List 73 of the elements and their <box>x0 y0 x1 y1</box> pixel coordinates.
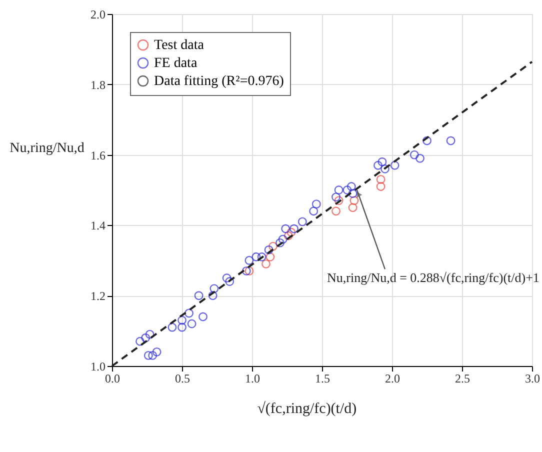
point <box>198 312 208 322</box>
point <box>266 252 275 262</box>
point <box>262 259 270 268</box>
y-tick-label: 1.6 <box>90 148 106 162</box>
point <box>284 231 293 240</box>
y-tick-label: 1.2 <box>90 289 106 304</box>
x-tick-label: 2.0 <box>385 372 400 386</box>
point <box>210 284 219 294</box>
point <box>350 196 359 206</box>
point <box>244 266 254 276</box>
point <box>380 164 390 174</box>
point <box>268 242 278 251</box>
point <box>346 182 356 191</box>
point <box>416 154 424 163</box>
x-tick-label: 2.5 <box>455 372 470 386</box>
point <box>334 186 344 194</box>
point <box>298 217 307 226</box>
point <box>374 160 382 170</box>
point <box>178 316 186 325</box>
point <box>187 319 196 328</box>
point <box>144 350 153 360</box>
point <box>446 136 456 146</box>
point <box>390 160 400 170</box>
point <box>257 252 266 262</box>
point <box>281 224 290 234</box>
legend-label: Data fitting (R²=0.976) <box>154 74 284 89</box>
point <box>141 333 150 342</box>
point <box>278 234 288 244</box>
point <box>276 238 284 248</box>
point <box>244 256 254 265</box>
point <box>286 228 296 237</box>
point <box>222 274 232 282</box>
point <box>290 224 298 234</box>
point <box>348 203 358 212</box>
point <box>242 266 251 276</box>
point <box>168 322 177 332</box>
point <box>348 189 358 198</box>
point <box>264 245 274 254</box>
point <box>342 186 352 194</box>
x-tick-label: 0.5 <box>175 372 190 386</box>
point <box>332 206 340 216</box>
y-tick-label: 1.0 <box>90 360 106 374</box>
x-tick-label: 1.5 <box>315 372 330 386</box>
point <box>422 136 432 146</box>
point <box>208 291 218 300</box>
point <box>145 330 154 339</box>
y-tick-label: 1.8 <box>90 78 106 92</box>
legend-label: Test data <box>154 38 205 53</box>
point <box>376 174 386 184</box>
point <box>309 206 318 216</box>
point <box>136 336 144 346</box>
point <box>376 182 386 191</box>
point <box>194 291 204 300</box>
point <box>334 196 344 206</box>
point <box>148 350 158 360</box>
point <box>410 150 419 160</box>
legend-label: FE data <box>154 56 198 71</box>
y-tick-label: 1.4 <box>90 218 106 233</box>
x-tick-label: 0.0 <box>105 372 120 386</box>
x-tick-label: 1.0 <box>245 372 260 386</box>
point <box>225 277 234 286</box>
point <box>312 200 321 209</box>
x-axis-title: √(fc,ring/fc)(t/d) <box>257 401 357 417</box>
point <box>332 192 340 202</box>
y-axis-title: Nu,ring/Nu,d <box>10 140 84 156</box>
x-tick-label: 3.0 <box>525 372 540 386</box>
point <box>252 252 261 262</box>
point <box>378 157 387 166</box>
annotation: Nu,ring/Nu,d = 0.288√(fc,ring/fc)(t/d)+1 <box>327 270 540 285</box>
point <box>178 322 186 332</box>
point <box>152 347 162 356</box>
y-tick-label: 2.0 <box>90 8 106 22</box>
point <box>184 308 194 318</box>
